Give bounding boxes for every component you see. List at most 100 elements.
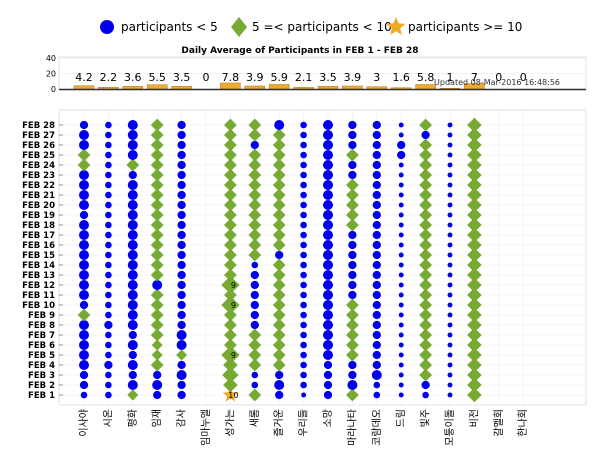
bar-value-label: 3.9	[246, 71, 264, 84]
bar	[244, 85, 266, 90]
participant-circle-marker	[127, 130, 138, 140]
participant-diamond-marker	[127, 389, 139, 401]
participant-circle-marker	[79, 240, 89, 250]
participant-diamond-marker	[272, 148, 286, 162]
participant-circle-marker	[300, 361, 307, 369]
participant-circle-marker	[128, 170, 137, 180]
group-label: 비전	[468, 409, 480, 427]
participant-circle-marker	[398, 362, 404, 368]
day-label: FEB 24	[22, 161, 55, 171]
bar-value-label: 2.2	[100, 71, 118, 84]
participant-circle-marker	[176, 370, 187, 380]
participant-circle-marker	[348, 130, 357, 140]
participant-circle-marker	[127, 270, 138, 280]
participant-circle-marker	[177, 260, 186, 270]
participant-diamond-marker	[419, 218, 432, 232]
participant-diamond-marker	[272, 198, 286, 212]
participant-diamond-marker	[150, 288, 164, 302]
participant-circle-marker	[348, 140, 357, 150]
participant-circle-marker	[274, 120, 285, 130]
participant-circle-marker	[323, 210, 333, 220]
legend-label-mid: 5 =< participants < 10	[252, 20, 392, 34]
participant-circle-marker	[323, 330, 333, 340]
participant-diamond-marker	[150, 158, 164, 172]
participant-diamond-marker	[272, 188, 286, 202]
participant-diamond-marker	[150, 128, 164, 142]
participant-circle-marker	[127, 320, 138, 330]
participant-circle-marker	[274, 380, 285, 390]
participant-circle-marker	[105, 141, 112, 149]
participant-circle-marker	[300, 201, 307, 209]
bar-value-label: 4.2	[75, 71, 93, 84]
participant-circle-marker	[300, 301, 307, 309]
participant-diamond-marker	[224, 158, 237, 172]
participant-circle-marker	[79, 230, 89, 240]
participant-diamond-marker	[272, 138, 286, 152]
participant-circle-marker	[79, 250, 89, 260]
day-label: FEB 1	[28, 391, 55, 401]
participant-diamond-marker	[346, 178, 359, 192]
participant-circle-marker	[372, 310, 381, 320]
day-label: FEB 10	[22, 301, 55, 311]
participant-circle-marker	[127, 230, 138, 240]
participant-diamond-marker	[467, 147, 482, 163]
participant-circle-marker	[127, 190, 138, 200]
participant-circle-marker	[127, 380, 138, 390]
bar-value-label: 3	[373, 71, 380, 84]
participant-circle-marker	[447, 362, 453, 368]
bar	[122, 85, 144, 90]
participant-diamond-marker	[150, 318, 164, 332]
participant-diamond-marker	[346, 338, 359, 352]
participant-circle-marker	[250, 300, 259, 310]
participant-circle-marker	[177, 230, 186, 240]
participant-circle-marker	[300, 261, 307, 269]
participant-diamond-marker	[150, 248, 164, 262]
participant-circle-marker	[372, 260, 381, 270]
participant-diamond-marker	[467, 227, 482, 243]
participant-diamond-marker	[223, 357, 238, 373]
bar-y-ticks: 0 20 40	[46, 54, 56, 94]
participant-diamond-marker	[419, 258, 432, 272]
participant-circle-marker	[447, 392, 453, 398]
participant-circle-marker	[398, 182, 404, 188]
participant-circle-marker	[177, 320, 186, 330]
bar-value-label: 7.8	[222, 71, 240, 84]
participant-diamond-marker	[248, 218, 262, 232]
participant-diamond-marker	[150, 118, 164, 132]
participant-diamond-marker	[346, 198, 359, 212]
bar-y-tick-label: 0	[51, 85, 56, 94]
participant-circle-marker	[127, 180, 138, 190]
group-label: 임마누엘	[199, 409, 212, 446]
participant-circle-marker	[127, 300, 138, 310]
participant-circle-marker	[105, 281, 112, 289]
group-label: 이사야	[78, 409, 90, 437]
participant-circle-marker	[372, 230, 381, 240]
participant-diamond-marker	[419, 278, 432, 292]
participant-diamond-marker	[224, 238, 237, 252]
participant-circle-marker	[348, 120, 357, 130]
participant-circle-marker	[127, 310, 138, 320]
participant-diamond-marker	[419, 148, 432, 162]
participant-diamond-marker	[467, 157, 482, 173]
participant-diamond-marker	[150, 188, 164, 202]
group-labels: 이사야 시온 평화 임재 감사 임마누엘 성가는 새롬 즐거운 우리들 소망 마라나타 코람데오 드림 빛주…	[78, 409, 529, 446]
participant-circle-marker	[105, 291, 112, 299]
group-label: 코람데오	[370, 409, 383, 446]
participant-circle-marker	[300, 181, 307, 189]
participant-circle-marker	[79, 330, 89, 340]
legend-circle-marker	[100, 20, 114, 34]
participant-circle-marker	[323, 280, 333, 290]
participant-circle-marker	[398, 282, 404, 288]
participant-circle-marker	[79, 200, 89, 210]
participant-circle-marker	[79, 180, 89, 190]
participant-circle-marker	[105, 231, 112, 239]
participant-diamond-marker	[467, 267, 482, 283]
participant-circle-marker	[323, 310, 333, 320]
participant-diamond-marker	[419, 168, 432, 182]
participant-diamond-marker	[224, 208, 237, 222]
participant-diamond-marker	[224, 318, 237, 332]
participant-circle-marker	[348, 230, 357, 240]
participant-circle-marker	[398, 242, 404, 248]
participant-circle-marker	[323, 390, 333, 400]
participant-circle-marker	[177, 240, 186, 250]
